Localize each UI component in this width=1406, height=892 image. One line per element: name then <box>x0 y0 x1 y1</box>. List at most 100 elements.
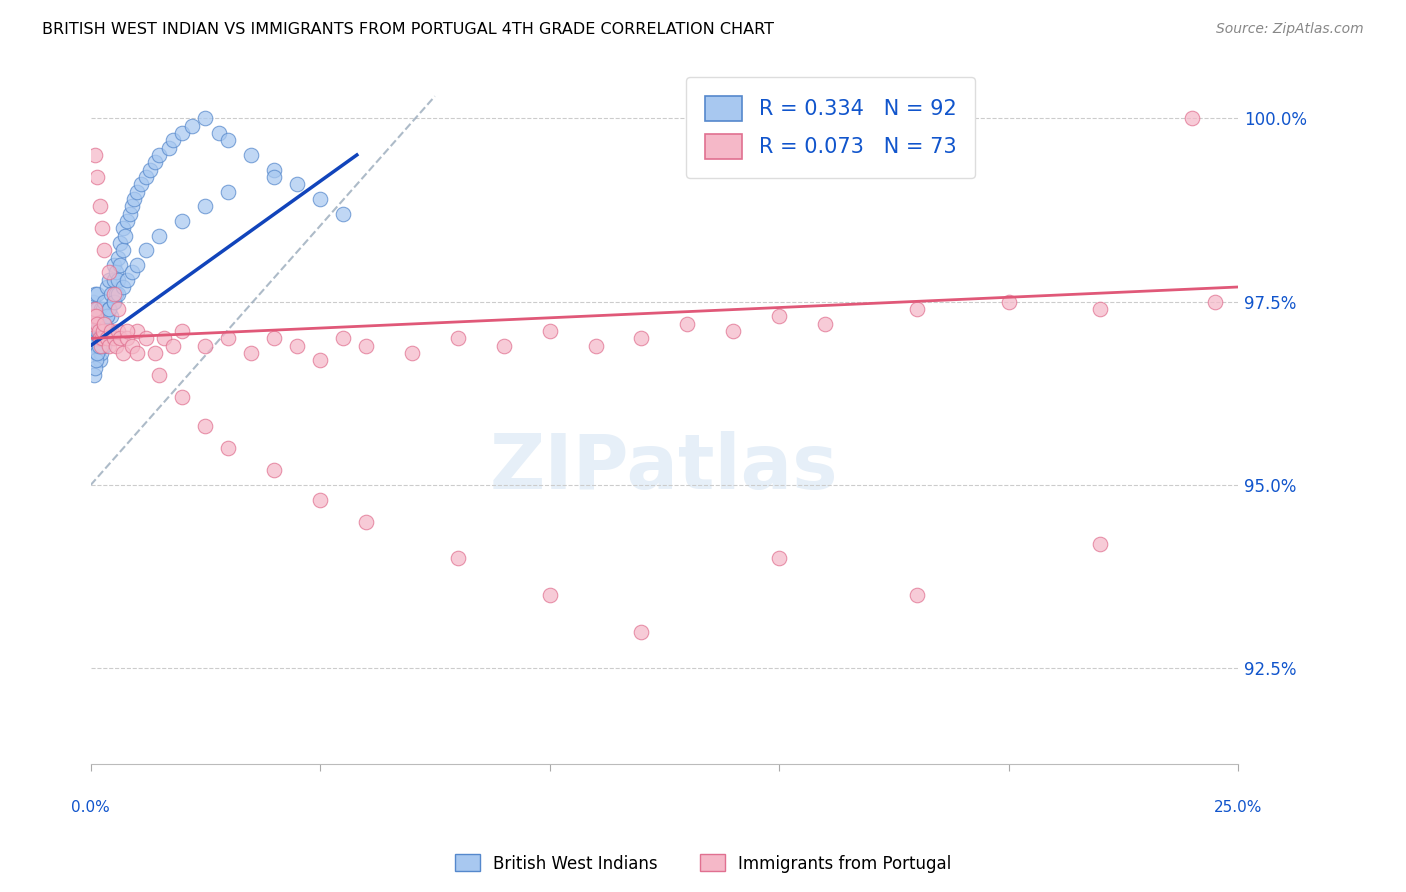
Point <box>1181 112 1204 126</box>
Point <box>122 192 145 206</box>
Point <box>263 463 285 477</box>
Point <box>87 324 110 338</box>
Point <box>285 178 308 192</box>
Point <box>172 324 194 338</box>
Point <box>84 339 107 353</box>
Point <box>309 192 332 206</box>
Point <box>91 324 114 338</box>
Point <box>96 310 118 324</box>
Point <box>447 551 470 566</box>
Point <box>93 294 115 309</box>
Point <box>121 339 143 353</box>
Point <box>111 346 134 360</box>
Point <box>129 178 152 192</box>
Point <box>121 265 143 279</box>
Point <box>104 339 127 353</box>
Point <box>103 258 125 272</box>
Point <box>135 169 157 184</box>
Point <box>107 324 129 338</box>
Point <box>98 273 121 287</box>
Point <box>86 169 108 184</box>
Point <box>139 162 162 177</box>
Point <box>91 339 114 353</box>
Text: Source: ZipAtlas.com: Source: ZipAtlas.com <box>1216 22 1364 37</box>
Point <box>83 301 105 316</box>
Point <box>117 324 139 338</box>
Point <box>162 133 184 147</box>
Point <box>354 339 377 353</box>
Point <box>84 148 107 162</box>
Point <box>676 317 699 331</box>
Point <box>90 324 112 338</box>
Point <box>285 339 308 353</box>
Point <box>117 273 139 287</box>
Point <box>217 331 239 345</box>
Text: BRITISH WEST INDIAN VS IMMIGRANTS FROM PORTUGAL 4TH GRADE CORRELATION CHART: BRITISH WEST INDIAN VS IMMIGRANTS FROM P… <box>42 22 775 37</box>
Point <box>1090 301 1112 316</box>
Point <box>90 346 112 360</box>
Point <box>153 331 176 345</box>
Point <box>107 301 129 316</box>
Text: 0.0%: 0.0% <box>72 800 110 815</box>
Point <box>111 244 134 258</box>
Point <box>194 419 217 434</box>
Point <box>89 317 111 331</box>
Point <box>89 353 111 368</box>
Point <box>89 331 111 345</box>
Point <box>107 273 129 287</box>
Point <box>240 148 263 162</box>
Point <box>117 331 139 345</box>
Point <box>93 244 115 258</box>
Point <box>721 324 744 338</box>
Text: ZIPatlas: ZIPatlas <box>491 431 838 505</box>
Point <box>814 317 837 331</box>
Point <box>98 339 121 353</box>
Point <box>263 331 285 345</box>
Point <box>89 331 111 345</box>
Point <box>263 169 285 184</box>
Point <box>89 199 111 213</box>
Point <box>121 199 143 213</box>
Point <box>585 339 607 353</box>
Point <box>103 273 125 287</box>
Point <box>90 331 112 345</box>
Point <box>82 294 104 309</box>
Point <box>91 331 114 345</box>
Point <box>90 339 112 353</box>
Point <box>86 287 108 301</box>
Point <box>103 294 125 309</box>
Point <box>84 287 107 301</box>
Point <box>447 331 470 345</box>
Point <box>98 265 121 279</box>
Point <box>86 301 108 316</box>
Point <box>98 301 121 316</box>
Point <box>93 324 115 338</box>
Point <box>83 368 105 382</box>
Point <box>148 368 170 382</box>
Point <box>118 207 141 221</box>
Point <box>110 235 132 250</box>
Point <box>194 112 217 126</box>
Point <box>84 310 107 324</box>
Point <box>82 317 104 331</box>
Point <box>240 346 263 360</box>
Point <box>217 442 239 456</box>
Point <box>93 339 115 353</box>
Point <box>84 331 107 345</box>
Point <box>91 317 114 331</box>
Point <box>84 360 107 375</box>
Point <box>90 301 112 316</box>
Point <box>309 492 332 507</box>
Point <box>332 331 354 345</box>
Point <box>82 310 104 324</box>
Point <box>100 310 122 324</box>
Point <box>93 301 115 316</box>
Point <box>194 339 217 353</box>
Point <box>217 185 239 199</box>
Point <box>125 324 148 338</box>
Point <box>111 280 134 294</box>
Point <box>157 140 180 154</box>
Point <box>143 346 166 360</box>
Point <box>162 339 184 353</box>
Point <box>103 294 125 309</box>
